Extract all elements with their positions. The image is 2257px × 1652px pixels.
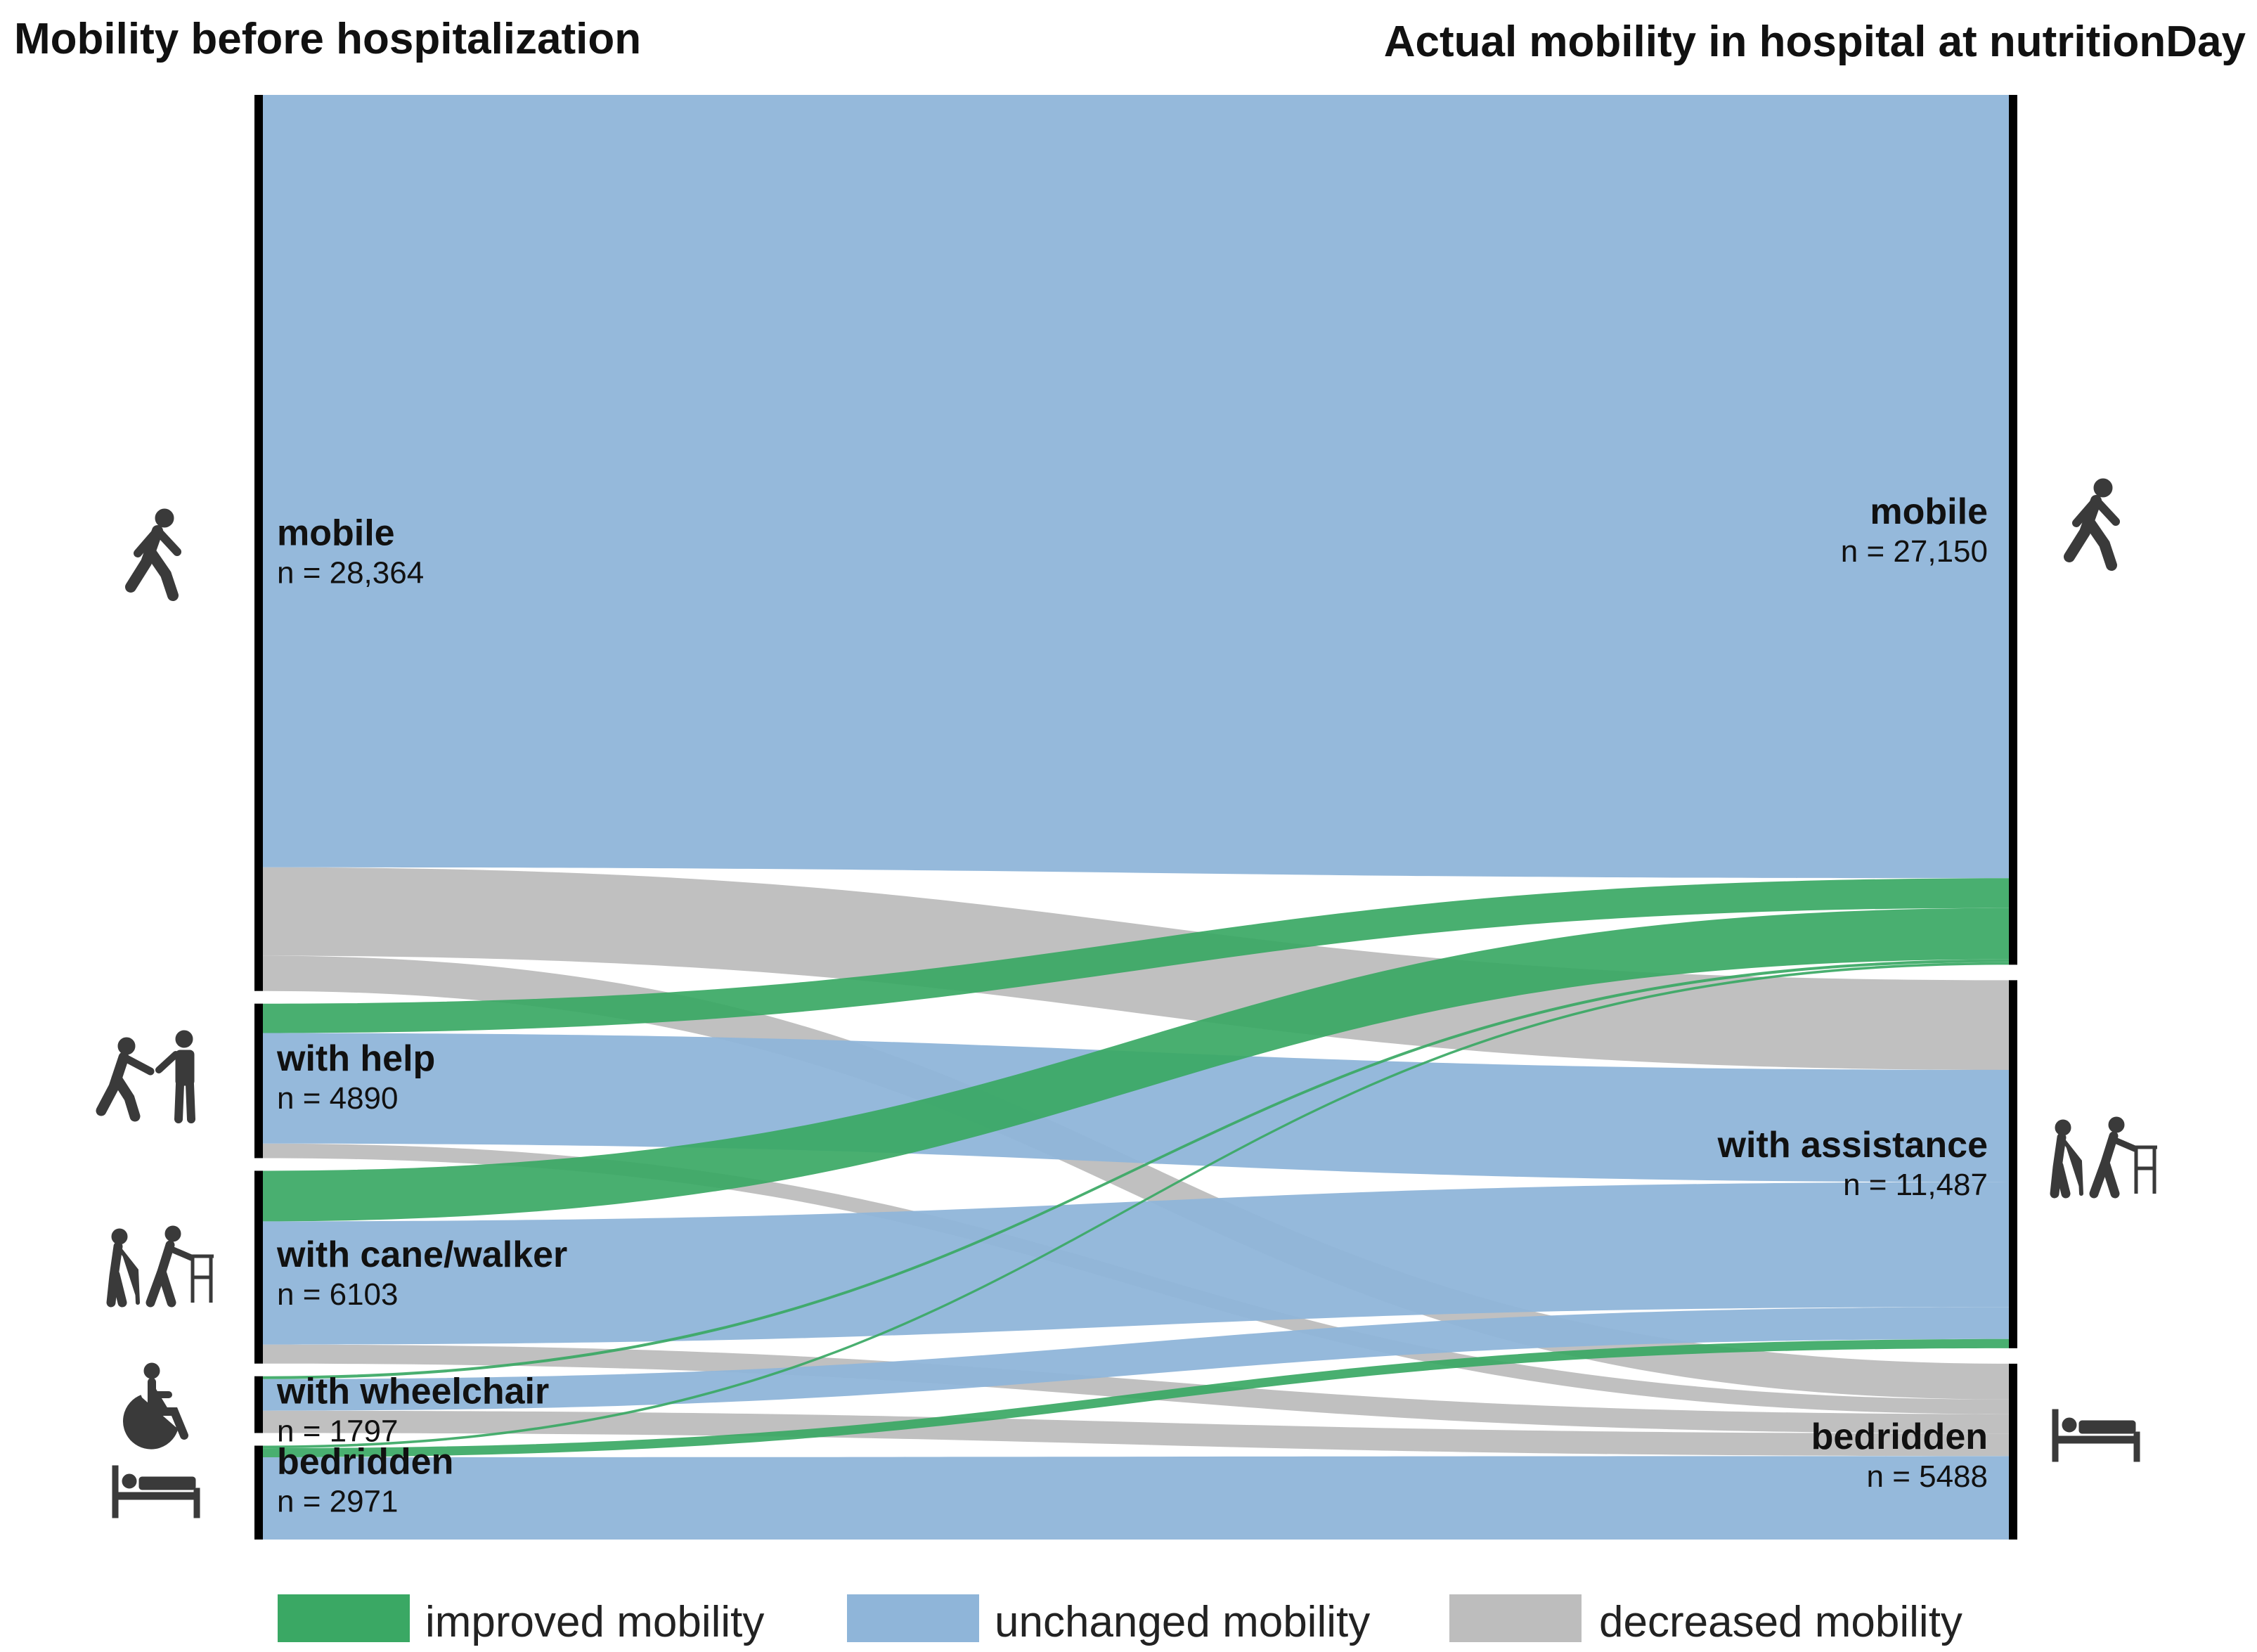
walking-person-icon [125,508,181,601]
legend: improved mobility unchanged mobility dec… [278,1594,1962,1646]
flow-bedridden_l-to-mobile_r [263,962,2009,1449]
left-node-count-mobile: n = 28,364 [277,556,424,591]
flow-cane-to-bed_r [263,1344,2009,1434]
left-node-label-cane: with cane/walker [276,1234,567,1275]
walking-person-icon [2064,478,2120,571]
legend-label-unchanged: unchanged mobility [995,1598,1370,1646]
flow-mobile-to-bed_r [263,955,2009,1400]
legend-swatch-decreased [1449,1594,1582,1642]
left-node-bar-help [254,1003,263,1159]
left-node-label-wheelchair: with wheelchair [276,1371,549,1412]
left-node-bar-bedridden_l [254,1445,263,1540]
bed-icon [2052,1409,2140,1462]
flow-cane-to-assist_r [263,1182,2009,1345]
flow-help-to-mobile_r [263,878,2009,1033]
left-node-bar-wheelchair [254,1376,263,1433]
right-node-count-mobile_r: n = 27,150 [1841,534,1988,569]
flow-wheelchair-to-assist_r [263,1307,2009,1411]
left-node-label-bedridden_l: bedridden [277,1442,453,1483]
right-node-label-assist_r: with assistance [1717,1125,1988,1166]
flow-bedridden_l-to-bed_r [263,1456,2009,1540]
right-node-count-assist_r: n = 11,487 [1843,1168,1988,1202]
right-node-bar-bed_r [2009,1363,2017,1540]
legend-label-improved: improved mobility [425,1598,764,1646]
cane-walker-icon [106,1225,214,1308]
right-node-count-bed_r: n = 5488 [1867,1459,1988,1494]
legend-label-decreased: decreased mobility [1599,1598,1962,1646]
right-node-bar-mobile_r [2009,95,2017,965]
left-node-label-mobile: mobile [277,513,395,554]
right-column-header: Actual mobility in hospital at nutrition… [1384,18,2246,66]
left-node-count-wheelchair: n = 1797 [277,1414,399,1448]
left-column-header: Mobility before hospitalization [14,15,641,63]
legend-swatch-improved [278,1594,410,1642]
wheelchair-icon [123,1362,188,1450]
left-node-bar-mobile [254,95,263,991]
left-node-count-bedridden_l: n = 2971 [277,1485,399,1519]
left-node-count-cane: n = 6103 [277,1277,399,1312]
left-node-label-help: with help [276,1038,435,1079]
right-node-label-mobile_r: mobile [1870,491,1988,532]
flow-bedridden_l-to-assist_r [263,1338,2009,1457]
cane-walker-icon [2050,1116,2157,1199]
left-node-count-help: n = 4890 [277,1081,399,1116]
bed-icon [112,1465,200,1518]
assisted-walking-icon [96,1030,195,1123]
left-node-bar-cane [254,1170,263,1364]
legend-swatch-unchanged [847,1594,979,1642]
flow-wheelchair-to-mobile_r [263,959,2009,1379]
flow-wheelchair-to-bed_r [263,1410,2009,1457]
right-node-label-bed_r: bedridden [1811,1417,1988,1457]
flows-layer [263,95,2009,1540]
right-node-bar-assist_r [2009,980,2017,1348]
nodes-layer [254,95,2017,1540]
flow-cane-to-mobile_r [263,908,2009,1222]
flow-mobile-to-mobile_r [263,95,2009,879]
